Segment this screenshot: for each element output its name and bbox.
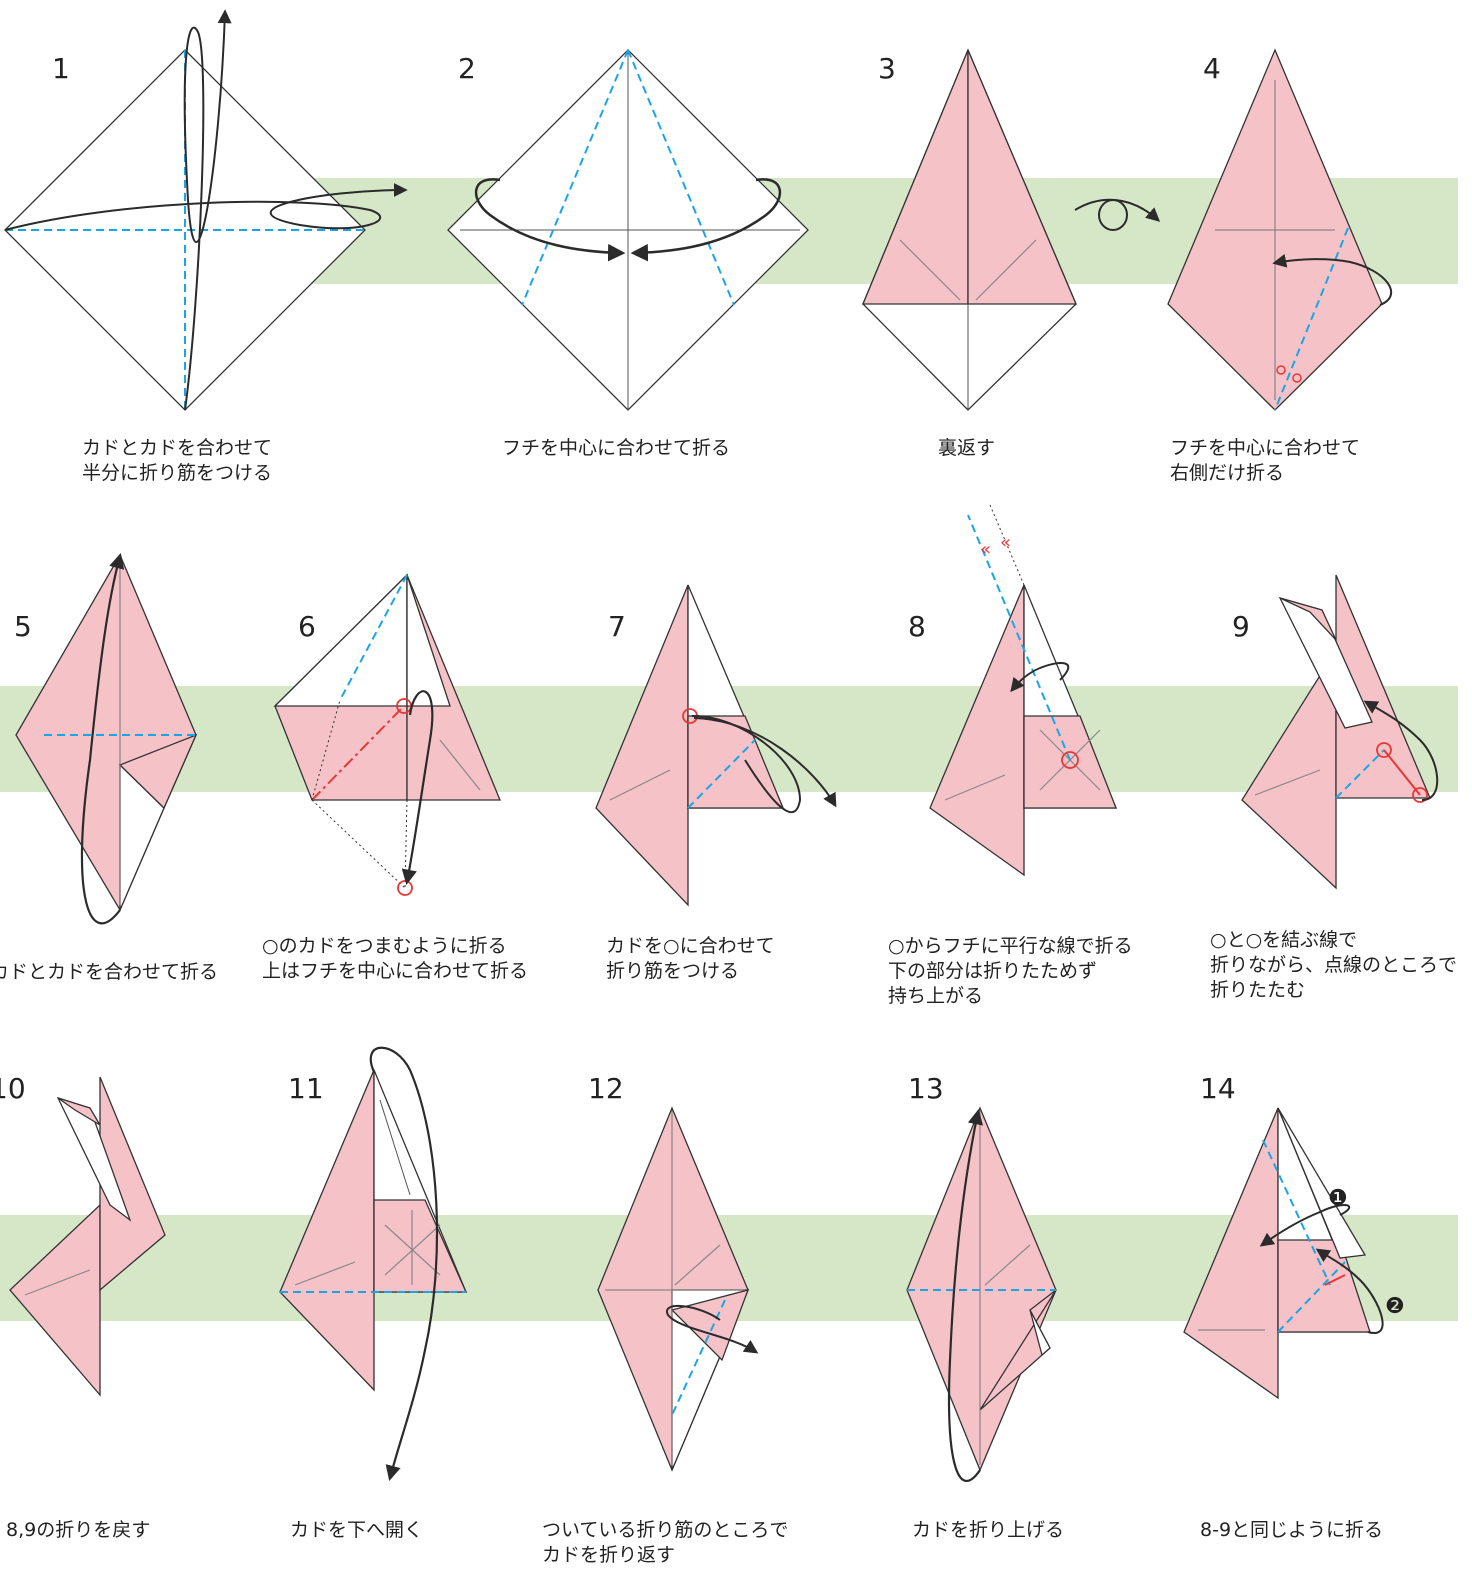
turn-over-icon [1074,198,1161,231]
valley-fold-line [1335,749,1385,799]
fold-arrow [947,1108,984,1482]
step-number-4: 4 [1203,52,1221,85]
mountain-fold-line [311,705,405,801]
step-marker-2: ❷ [1385,1294,1405,1319]
fold-arrow [693,717,837,808]
reference-mark [1292,373,1302,383]
step-number-14: 14 [1200,1072,1236,1105]
step-caption-8: ○からフチに平行な線で折る 下の部分は折りたためず 持ち上がる [888,935,1133,1007]
step-number-3: 3 [878,52,896,85]
step-13-figure [906,1106,1057,1482]
step-number-10: 10 [0,1072,26,1105]
valley-fold-line [339,574,408,701]
fold-arrow [1272,253,1393,306]
step-number-9: 9 [1232,610,1250,643]
step-marker-1: ❶ [1328,1186,1348,1211]
step-number-6: 6 [298,610,316,643]
mountain-fold-line [1324,1274,1346,1286]
step-number-7: 7 [608,610,626,643]
fold-arrow [1363,700,1439,801]
step-12-figure [597,1106,759,1472]
reference-mark [1061,751,1079,769]
step-number-12: 12 [588,1072,624,1105]
step-10-figure [9,1076,166,1397]
step-caption-10: 8,9の折りを戻す [6,1519,151,1541]
step-2-figure [447,49,809,411]
step-caption-11: カドを下へ開く [290,1519,424,1541]
step-11-figure [279,1046,468,1481]
fold-arrow [630,178,782,262]
step-9-figure [1241,574,1439,890]
step-6-figure [273,573,501,896]
step-caption-3: 裏返す [938,437,996,459]
valley-fold-line [627,49,735,306]
valley-fold-line [671,1299,726,1416]
fold-arrow [4,183,408,231]
step-caption-1: カドとカドを合わせて 半分に折り筋をつける [82,437,273,484]
step-number-5: 5 [14,610,32,643]
fold-arrow [183,9,232,411]
step-caption-12: ついている折り筋のところで カドを折り返す [542,1519,789,1566]
step-1-figure [4,9,408,411]
step-caption-4: フチを中心に合わせて 右側だけ折る [1170,437,1361,484]
reference-mark [1276,365,1286,375]
valley-fold-line [967,514,1071,761]
valley-fold-line [1274,227,1349,411]
step-number-2: 2 [458,52,476,85]
step-number-13: 13 [908,1072,944,1105]
step-caption-9: ○と○を結ぶ線で 折りながら、点線のところで 折りたたむ [1210,929,1458,1001]
valley-fold-line [687,739,756,809]
step-caption-2: フチを中心に合わせて折る [502,437,731,459]
fold-arrow [1259,1204,1351,1247]
step-caption-14: 8-9と同じように折る [1200,1519,1384,1541]
step-5-figure [15,553,198,925]
fold-arrow [665,1304,759,1354]
fold-arrow [1010,662,1070,693]
step-number-11: 11 [288,1072,324,1105]
step-caption-13: カドを折り上げる [912,1519,1065,1541]
fold-arrow [1315,1248,1384,1335]
svg-text:«: « [1000,532,1011,553]
step-caption-5: カドとカドを合わせて折る [0,961,219,983]
fold-arrow [474,178,626,262]
step-number-8: 8 [908,610,926,643]
step-7-figure [595,584,837,907]
fold-arrow [401,690,434,886]
mountain-fold-line [1383,749,1421,796]
reference-mark [1412,787,1428,803]
valley-fold-line [1277,1261,1346,1333]
fold-arrow [80,553,125,925]
fold-arrow [369,1046,439,1481]
svg-text:«: « [980,539,991,560]
step-4-figure [1167,48,1393,411]
step-caption-7: カドを○に合わせて 折り筋をつける [606,935,775,982]
reference-mark [1376,742,1392,758]
step-number-1: 1 [52,52,70,85]
step-14-figure: ❶ ❷ [1183,1107,1405,1400]
step-caption-6: ○のカドをつまむように折る 上はフチを中心に合わせて折る [262,935,529,982]
step-8-figure: « « [929,504,1117,877]
step-3-figure [862,48,1077,411]
valley-fold-line [521,49,629,306]
